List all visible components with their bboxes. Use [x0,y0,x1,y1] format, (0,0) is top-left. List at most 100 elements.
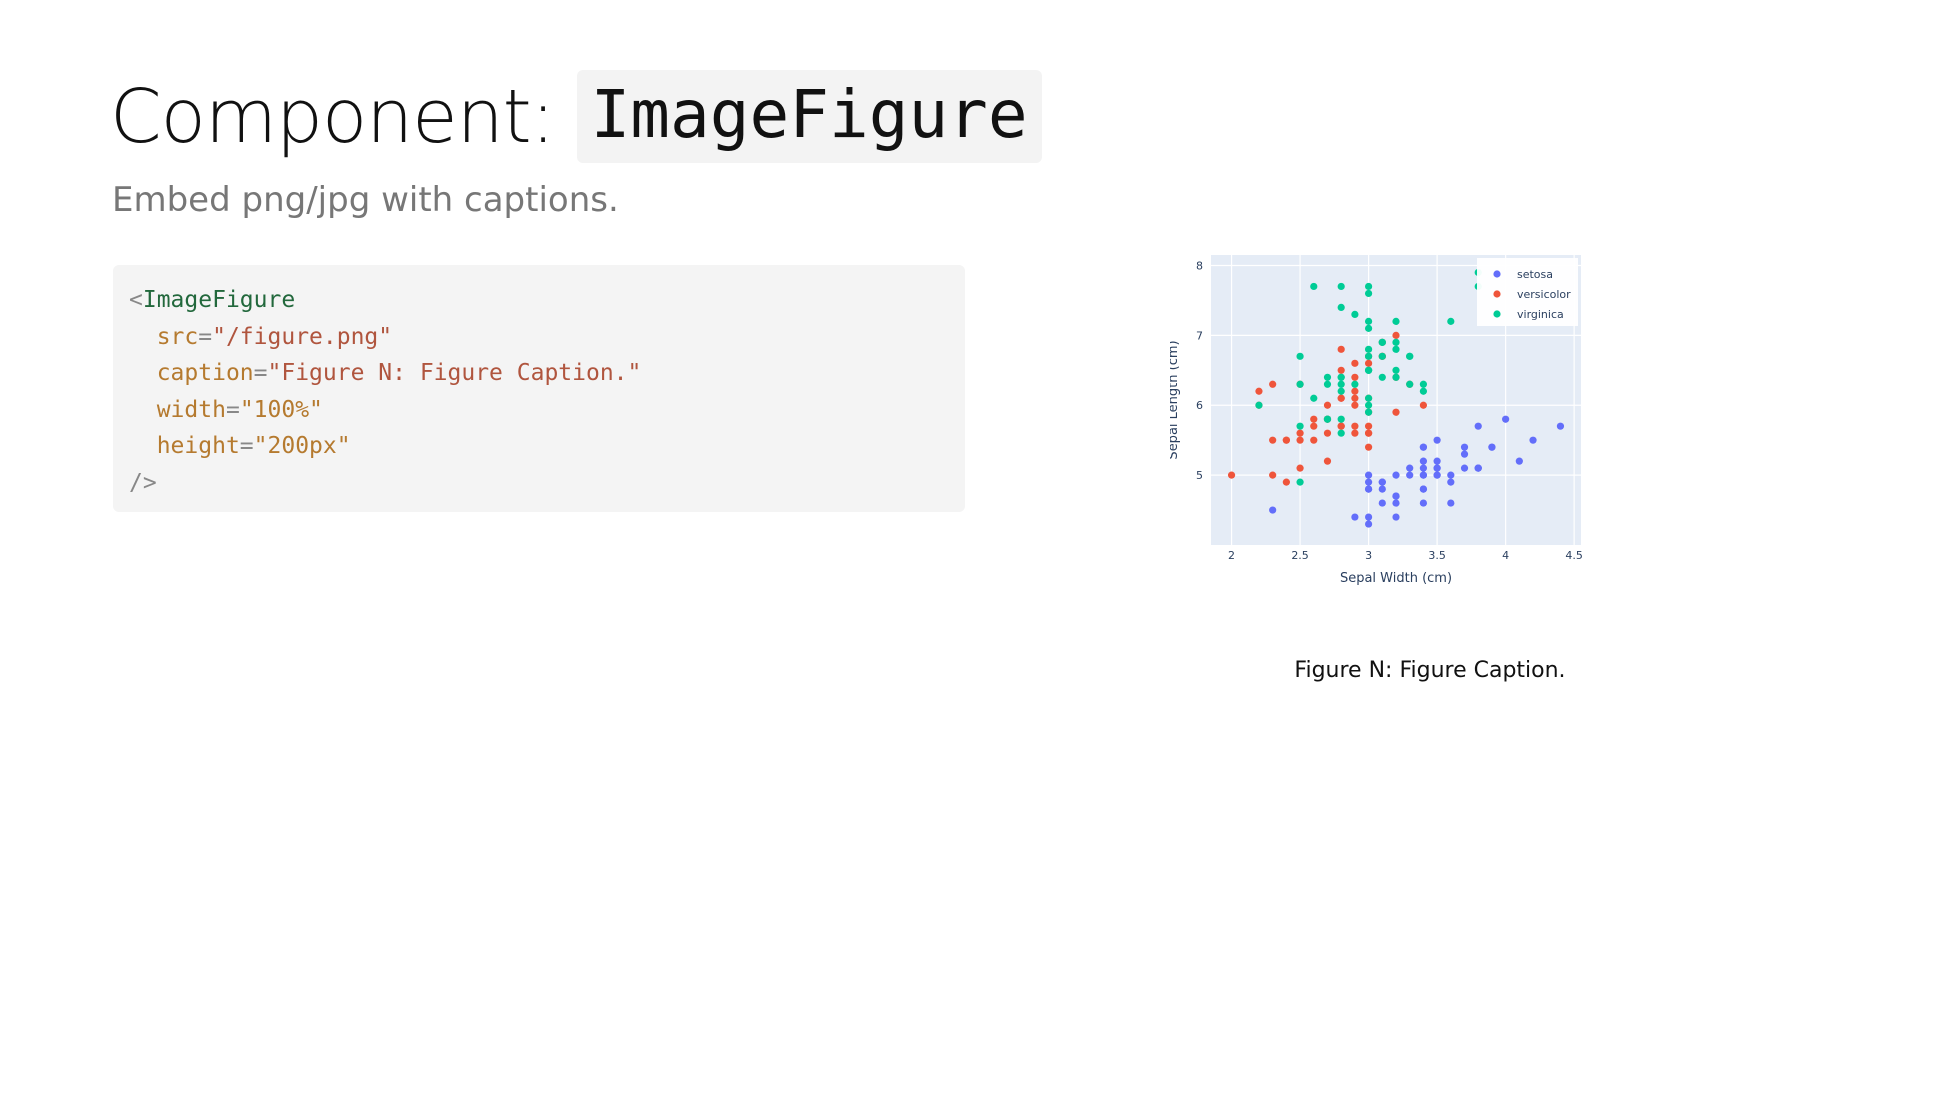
data-point-setosa [1378,499,1386,507]
data-point-versicolor [1269,380,1277,388]
data-point-setosa [1433,457,1441,465]
data-point-virginica [1419,380,1428,388]
data-point-setosa [1406,471,1414,479]
data-point-setosa [1378,485,1386,493]
y-tick-label: 7 [1196,329,1203,342]
data-point-setosa [1269,506,1277,514]
data-point-virginica [1337,303,1345,312]
code-tag-name: ImageFigure [142,287,296,313]
code-line-1: <ImageFigure [129,282,949,319]
data-point-setosa [1502,415,1510,423]
data-point-virginica [1323,415,1332,423]
data-point-versicolor [1296,436,1304,444]
data-point-setosa [1364,513,1373,521]
data-point-setosa [1392,492,1400,500]
data-point-virginica [1392,345,1400,353]
y-tick-label: 8 [1196,259,1203,272]
data-point-setosa [1460,443,1469,451]
code-attr-caption: caption [156,360,254,386]
data-point-versicolor [1323,457,1332,465]
data-point-setosa [1474,422,1482,430]
data-point-setosa [1364,520,1373,528]
x-tick-label: 3.5 [1428,549,1446,562]
data-point-virginica [1406,380,1414,388]
data-point-virginica [1351,310,1359,318]
data-point-versicolor [1337,422,1345,430]
legend-label-setosa: setosa [1517,268,1553,281]
data-point-versicolor [1255,387,1263,395]
data-point-setosa [1392,499,1400,507]
data-point-setosa [1488,443,1496,451]
data-point-versicolor [1282,478,1290,486]
code-eq: = [225,396,240,423]
data-point-setosa [1378,478,1386,486]
code-value-src: "/figure.png" [212,323,393,350]
y-axis-label: Sepal Length (cm) [1170,340,1181,459]
data-point-versicolor [1337,345,1345,353]
code-tag-open: < [129,287,143,313]
code-value-caption: "Figure N: Figure Caption." [267,360,642,386]
x-tick-label: 2 [1228,549,1235,562]
image-figure: 2 2.5 3 3.5 4 4.5 5 6 7 8 Sepal Width (cm) Sepal Le… [1170,255,1690,695]
data-point-virginica [1337,387,1345,395]
data-point-virginica [1323,373,1332,381]
x-axis-label: Sepal Width (cm) [1340,571,1452,586]
data-point-virginica [1323,380,1332,388]
data-point-virginica [1378,373,1386,381]
data-point-virginica [1364,345,1373,353]
data-point-setosa [1419,443,1428,451]
data-point-versicolor [1337,366,1345,374]
data-point-setosa [1419,464,1428,472]
code-attr-height: height [156,433,240,459]
data-point-virginica [1310,282,1318,291]
code-tag-close: /> [129,469,157,496]
data-point-versicolor [1364,359,1373,367]
data-point-versicolor [1296,464,1304,472]
code-value-height: "200px" [253,433,351,459]
data-point-versicolor [1351,373,1359,381]
data-point-virginica [1392,373,1400,381]
data-point-setosa [1392,513,1400,521]
code-attr-width: width [156,396,226,423]
data-point-setosa [1447,499,1455,507]
code-line-3: caption="Figure N: Figure Caption." [129,355,949,392]
data-point-versicolor [1310,422,1318,430]
data-point-virginica [1364,366,1373,374]
data-point-virginica [1364,401,1373,409]
data-point-virginica [1255,401,1263,409]
data-point-setosa [1364,471,1373,479]
data-point-setosa [1364,485,1373,493]
data-point-versicolor [1310,415,1318,423]
data-point-setosa [1447,471,1455,479]
scatter-chart: 2 2.5 3 3.5 4 4.5 5 6 7 8 Sepal Width (cm) Sepal Le… [1170,255,1583,586]
data-point-virginica [1296,478,1304,486]
data-point-virginica [1364,394,1373,402]
data-point-versicolor [1269,436,1277,444]
x-tick-label: 4 [1502,549,1509,562]
legend-label-versicolor: versicolor [1517,288,1571,301]
data-point-setosa [1474,464,1482,472]
data-point-versicolor [1296,429,1304,437]
code-eq: = [198,323,213,350]
data-point-versicolor [1269,471,1277,479]
data-point-versicolor [1351,401,1359,409]
data-point-virginica [1364,352,1373,360]
code-value-width: "100%" [239,396,323,423]
legend-marker-versicolor [1493,290,1501,298]
data-point-virginica [1378,352,1386,360]
data-point-virginica [1406,352,1414,360]
data-point-versicolor [1364,443,1373,451]
data-point-virginica [1337,373,1345,381]
data-point-setosa [1515,457,1523,465]
data-point-virginica [1296,380,1304,388]
data-point-virginica [1364,282,1373,291]
data-point-setosa [1460,450,1469,458]
data-point-virginica [1296,352,1304,360]
data-point-versicolor [1392,408,1400,416]
data-point-versicolor [1310,436,1318,444]
data-point-virginica [1296,422,1304,430]
legend-label-virginica: virginica [1517,308,1564,321]
data-point-virginica [1447,317,1455,325]
data-point-versicolor [1419,401,1428,409]
data-point-versicolor [1364,422,1373,430]
